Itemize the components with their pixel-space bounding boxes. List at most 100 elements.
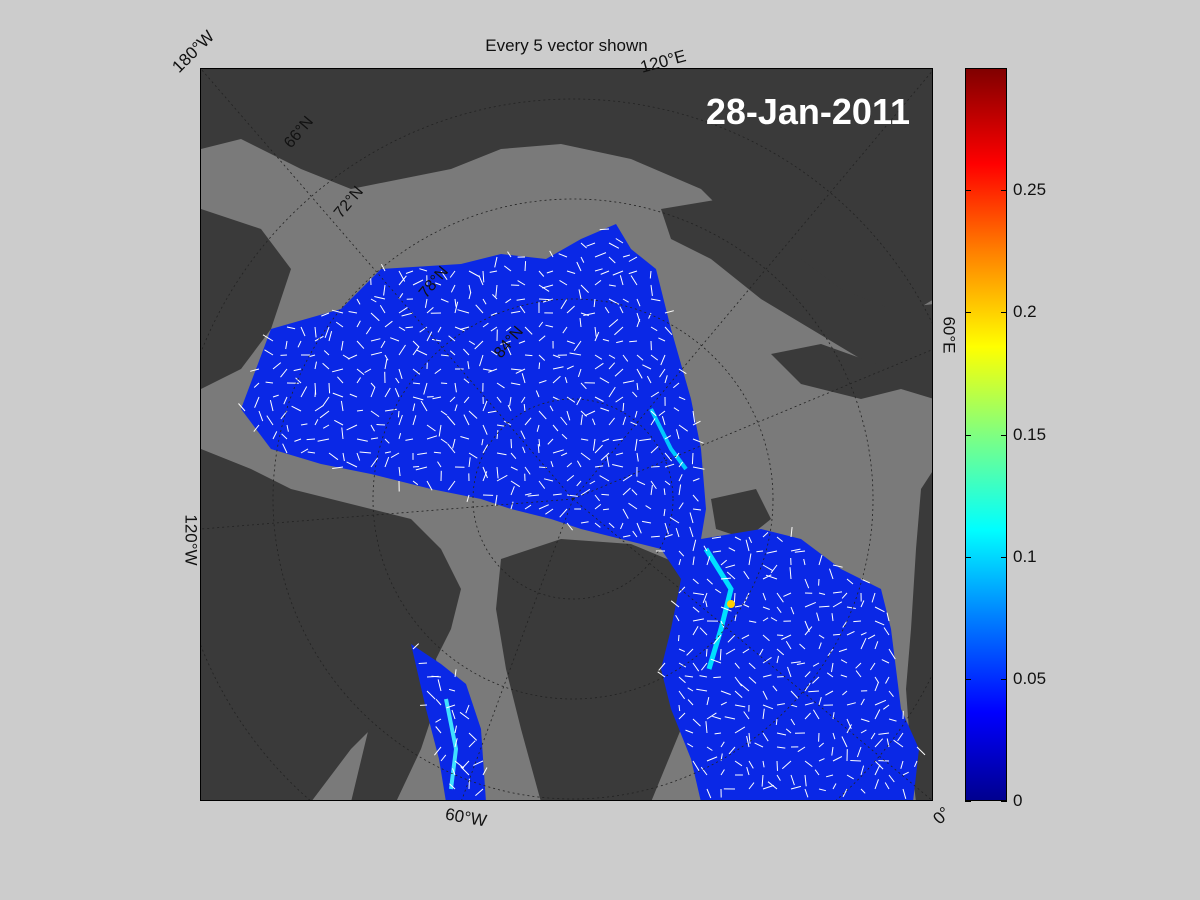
drift-vector xyxy=(552,375,561,384)
drift-vector xyxy=(622,298,629,303)
drift-vector xyxy=(673,407,680,412)
drift-vector xyxy=(467,361,470,370)
drift-vector xyxy=(300,423,308,426)
lon-label-120w: 120°W xyxy=(181,514,201,566)
drift-vector xyxy=(435,282,442,286)
drift-vector xyxy=(545,508,554,515)
drift-vector xyxy=(481,438,484,446)
drift-vector xyxy=(619,275,624,286)
drift-vector xyxy=(856,746,862,758)
drift-vector xyxy=(706,556,711,566)
drift-vector xyxy=(559,508,568,518)
drift-vector xyxy=(781,634,792,640)
ice-drift-map: 66°N 72°N 78°N 84°N 28-Jan-2011 xyxy=(200,68,933,801)
drift-vector xyxy=(490,326,498,332)
drift-vector xyxy=(457,309,470,314)
drift-vector xyxy=(370,410,380,418)
drift-vector xyxy=(560,416,568,426)
drift-vector xyxy=(449,783,456,790)
drift-vector xyxy=(426,331,433,342)
drift-vector xyxy=(505,298,512,304)
drift-vector xyxy=(888,648,896,660)
drift-region-baffin-bay xyxy=(411,644,486,800)
drift-vector xyxy=(628,502,638,510)
drift-vector xyxy=(482,400,488,412)
drift-vector xyxy=(734,676,743,687)
drift-vector xyxy=(370,298,377,303)
drift-vector xyxy=(566,396,576,403)
drift-vector xyxy=(434,368,442,375)
drift-vector xyxy=(742,603,750,608)
drift-vector xyxy=(602,508,610,511)
drift-vector xyxy=(670,600,680,608)
drift-vector xyxy=(622,535,631,538)
drift-vector xyxy=(841,736,848,748)
drift-vector xyxy=(883,627,890,636)
lat-circle-84 xyxy=(472,398,674,600)
drift-vector xyxy=(725,564,736,569)
fast-drift-streak-baffin xyxy=(444,698,459,790)
drift-vector xyxy=(440,354,449,357)
lat-label-72: 72°N xyxy=(331,183,367,221)
drift-vector xyxy=(650,326,658,332)
colorbar-tick-mark xyxy=(1001,190,1007,192)
drift-vector xyxy=(538,380,547,384)
drift-vector xyxy=(832,564,843,568)
drift-vector xyxy=(420,400,428,412)
drift-vector xyxy=(468,340,476,346)
drift-vector xyxy=(754,742,764,748)
drift-vector xyxy=(454,298,457,307)
colorbar-tick-label: 0.25 xyxy=(1013,180,1047,200)
drift-vector xyxy=(454,404,458,412)
drift-vector xyxy=(767,781,778,790)
drift-vector xyxy=(692,662,700,672)
drift-vector xyxy=(608,319,619,328)
drift-vector xyxy=(293,368,302,372)
drift-vector xyxy=(479,354,484,367)
drift-vector xyxy=(547,438,554,445)
drift-vector xyxy=(746,766,750,776)
drift-vector xyxy=(855,670,862,678)
drift-vector xyxy=(331,309,344,314)
drift-vector xyxy=(742,648,750,654)
drift-vector xyxy=(632,530,638,538)
drift-vector xyxy=(636,452,639,462)
drift-vector xyxy=(566,305,575,314)
drift-vector xyxy=(576,480,582,487)
drift-vector xyxy=(706,696,710,706)
drift-vector xyxy=(374,296,386,300)
drift-vector xyxy=(636,480,646,486)
drift-vector xyxy=(608,284,616,287)
drift-vector xyxy=(831,746,834,756)
drift-vector xyxy=(578,289,582,300)
drift-vector xyxy=(713,676,722,679)
drift-vector xyxy=(538,354,546,361)
drift-vector xyxy=(580,256,585,263)
drift-vector xyxy=(538,480,546,489)
drift-vector xyxy=(448,688,456,692)
drift-vector xyxy=(770,617,778,622)
drift-vector xyxy=(756,550,764,553)
drift-vector xyxy=(524,326,533,335)
drift-vector xyxy=(322,424,330,429)
drift-vector xyxy=(594,504,602,510)
drift-vector xyxy=(734,704,746,708)
drift-vector xyxy=(376,424,386,426)
drift-vector xyxy=(650,535,660,538)
drift-vector xyxy=(398,275,407,286)
drift-vector xyxy=(417,452,428,455)
drift-vector xyxy=(405,438,414,441)
drift-vector xyxy=(884,782,890,790)
drift-vector xyxy=(507,404,512,412)
drift-vector xyxy=(446,415,456,426)
drift-vector xyxy=(577,368,582,378)
drift-vector xyxy=(678,502,684,510)
drift-vector xyxy=(482,444,489,454)
drift-vector xyxy=(692,420,701,426)
colorbar-tick-label: 0.1 xyxy=(1013,546,1037,566)
drift-vector xyxy=(492,294,498,300)
drift-vector xyxy=(748,782,755,790)
drift-vector xyxy=(398,326,406,332)
drift-vector xyxy=(510,480,521,488)
drift-vector xyxy=(459,326,470,330)
